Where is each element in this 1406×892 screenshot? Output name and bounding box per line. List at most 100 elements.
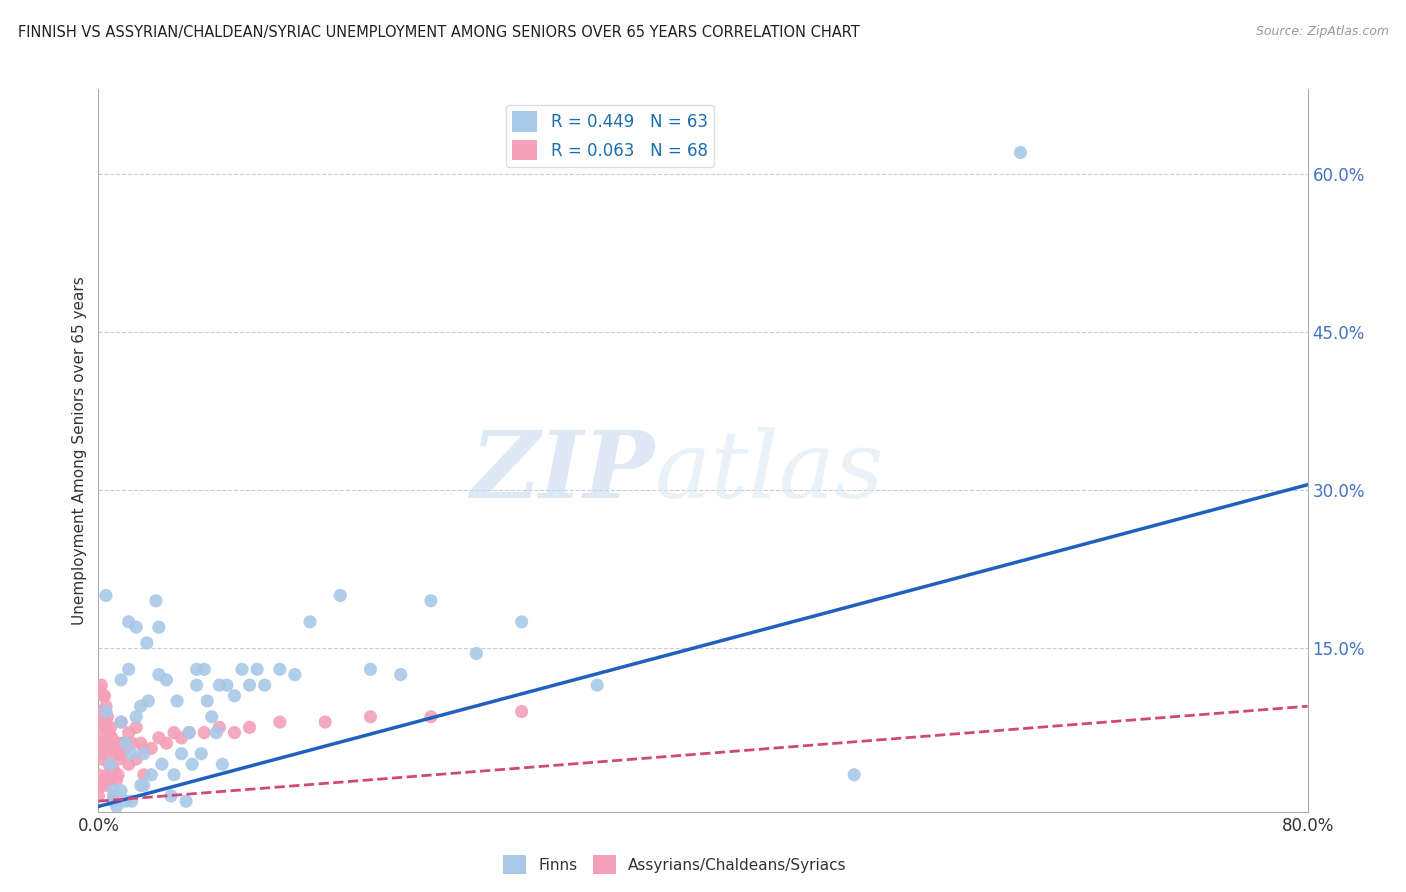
Point (93, 773, 115, 788)
Point (98, 725, 121, 739)
Point (125, 620, 148, 634)
Point (329, 589, 352, 603)
Point (93, 689, 115, 703)
Point (103, 794, 125, 808)
Point (193, 725, 215, 739)
Point (89, 714, 111, 729)
Point (114, 794, 136, 808)
Point (110, 783, 132, 797)
Point (89, 683, 111, 698)
Point (145, 594, 167, 608)
Point (211, 757, 233, 772)
Point (132, 768, 155, 782)
Point (110, 714, 132, 729)
Point (186, 662, 208, 676)
Point (103, 741, 125, 756)
Point (129, 736, 152, 750)
Point (100, 773, 122, 788)
Point (90, 678, 112, 692)
Point (96, 736, 118, 750)
Point (205, 725, 228, 739)
Point (87, 789, 110, 803)
Point (110, 714, 132, 729)
Point (155, 673, 177, 687)
Point (253, 678, 276, 692)
Point (190, 747, 212, 761)
Point (155, 736, 177, 750)
Point (284, 667, 307, 681)
Point (118, 662, 141, 676)
Point (420, 710, 443, 724)
Point (586, 678, 609, 692)
Point (118, 725, 141, 739)
Point (98, 757, 121, 772)
Point (105, 799, 128, 814)
Point (136, 694, 159, 708)
Point (104, 741, 127, 756)
Point (269, 714, 291, 729)
Point (208, 678, 231, 692)
Point (107, 768, 129, 782)
Point (360, 662, 382, 676)
Point (94, 699, 117, 714)
Point (510, 615, 533, 629)
Point (231, 662, 253, 676)
Point (114, 741, 136, 756)
Point (132, 741, 155, 756)
Point (111, 736, 134, 750)
Point (100, 757, 122, 772)
Point (170, 731, 193, 745)
Point (96, 710, 118, 724)
Point (132, 778, 155, 792)
Point (90, 752, 112, 766)
Point (118, 615, 141, 629)
Point (100, 741, 122, 756)
Point (94, 705, 117, 719)
Point (87, 747, 110, 761)
Point (201, 710, 224, 724)
Point (163, 768, 186, 782)
Point (91, 689, 114, 703)
Point (208, 720, 231, 734)
Point (105, 747, 128, 761)
Point (179, 725, 201, 739)
Point (246, 662, 269, 676)
Point (125, 752, 148, 766)
Point (101, 763, 124, 777)
Point (103, 789, 125, 803)
Point (103, 763, 125, 777)
Point (91, 736, 114, 750)
Point (150, 757, 173, 772)
Point (87, 768, 110, 782)
Point (224, 725, 246, 739)
Point (186, 678, 208, 692)
Point (135, 636, 157, 650)
Text: Source: ZipAtlas.com: Source: ZipAtlas.com (1256, 25, 1389, 38)
Point (1010, 145, 1032, 160)
Point (420, 594, 443, 608)
Point (166, 694, 188, 708)
Point (299, 615, 322, 629)
Point (94, 720, 117, 734)
Point (100, 720, 122, 734)
Point (179, 725, 201, 739)
Point (93, 714, 115, 729)
Point (107, 736, 129, 750)
Point (114, 736, 136, 750)
Point (121, 736, 143, 750)
Point (90, 778, 112, 792)
Point (129, 778, 152, 792)
Point (129, 699, 152, 714)
Point (121, 794, 143, 808)
Point (93, 741, 115, 756)
Point (108, 752, 131, 766)
Point (94, 747, 117, 761)
Point (94, 589, 117, 603)
Point (239, 678, 262, 692)
Point (239, 720, 262, 734)
Point (174, 794, 197, 808)
Y-axis label: Unemployment Among Seniors over 65 years: Unemployment Among Seniors over 65 years (72, 277, 87, 624)
Point (141, 768, 163, 782)
Text: ZIP: ZIP (471, 427, 655, 517)
Point (118, 757, 141, 772)
